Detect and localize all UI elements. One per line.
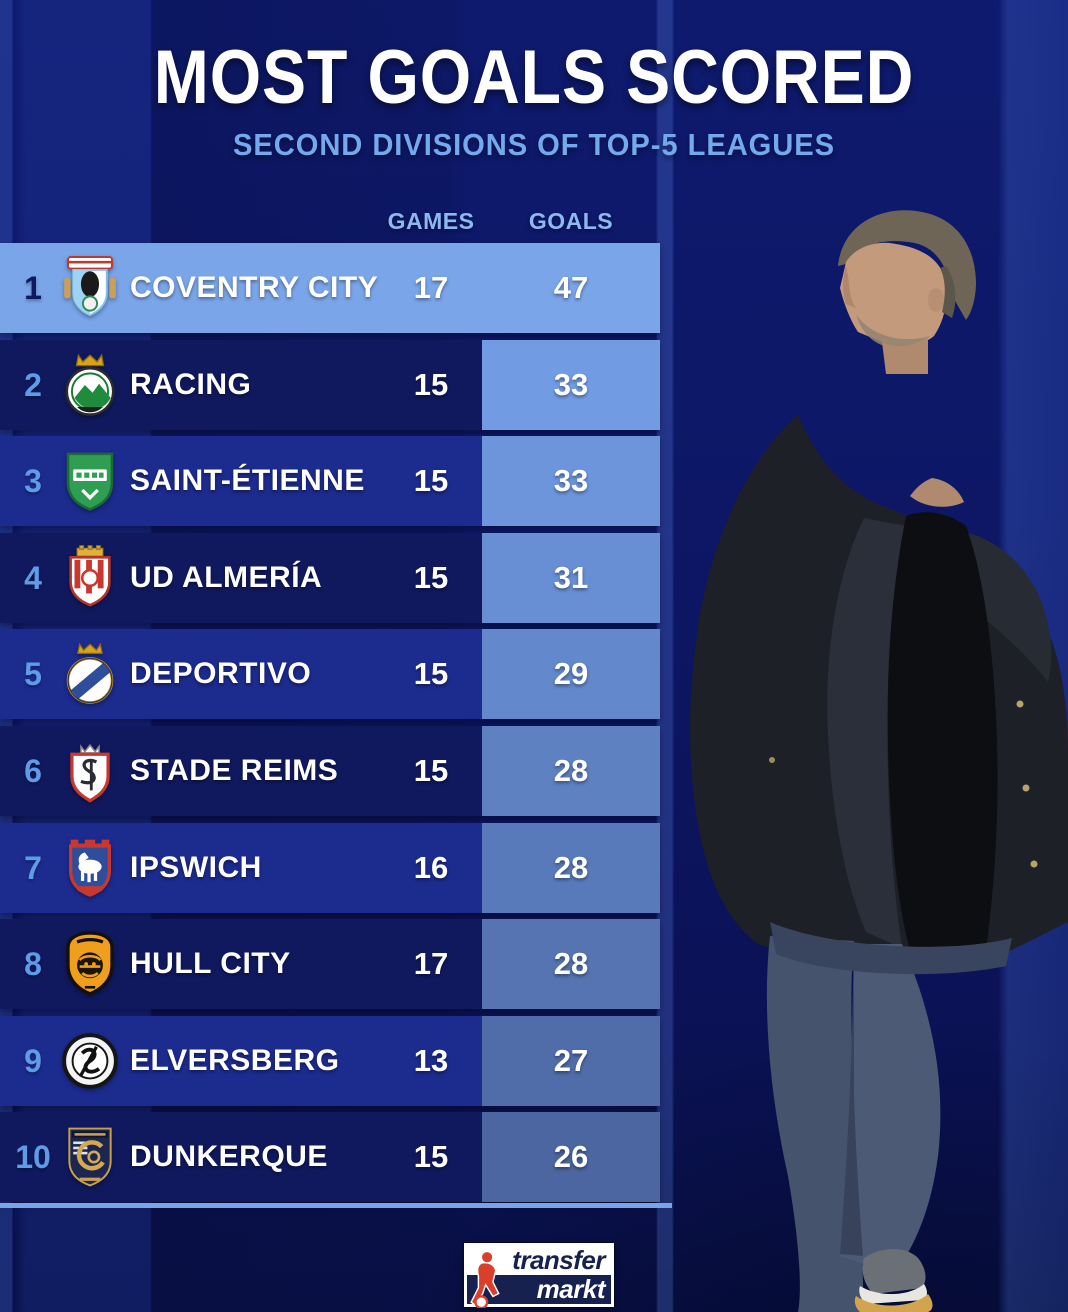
table-row: 6 STADE REIMS 15 28 xyxy=(0,726,660,816)
footballer-icon xyxy=(470,1250,500,1308)
rank-number: 3 xyxy=(24,462,42,499)
elversberg-badge xyxy=(56,1024,124,1098)
page-subtitle: SECOND DIVISIONS OF TOP-5 LEAGUES xyxy=(232,127,836,162)
table-row: 3 SAINT-ÉTIENNE 15 33 xyxy=(0,436,660,526)
table-row: 2 RACING 15 33 xyxy=(0,340,660,430)
logo-word-transfer: transfer xyxy=(512,1245,605,1275)
hull-city-badge xyxy=(56,927,124,1001)
table-row: 1 COVENTRY CITY 17 47 xyxy=(0,243,660,333)
rank-number: 6 xyxy=(24,752,42,789)
stade-reims-badge xyxy=(56,734,124,808)
rank-number: 8 xyxy=(24,945,42,982)
table-row: 4 UD ALMERÍA 15 31 xyxy=(0,533,660,623)
table-bottom-divider xyxy=(0,1203,672,1208)
column-header-games: GAMES xyxy=(387,208,475,234)
goals-cell xyxy=(482,436,660,526)
goals-value: 29 xyxy=(553,656,589,691)
club-name: HULL CITY xyxy=(130,947,291,980)
games-value: 16 xyxy=(413,850,449,885)
table-row: 9 ELVERSBERG 13 27 xyxy=(0,1016,660,1106)
logo-word-markt: markt xyxy=(536,1274,606,1304)
goals-cell xyxy=(482,1112,660,1202)
club-name: RACING xyxy=(130,368,252,401)
deportivo-badge xyxy=(56,637,124,711)
rank-number: 9 xyxy=(24,1042,42,1079)
goals-value: 26 xyxy=(553,1139,589,1174)
games-value: 15 xyxy=(413,753,449,788)
goals-value: 31 xyxy=(553,560,589,595)
goals-value: 33 xyxy=(553,367,589,402)
table-row: 5 DEPORTIVO 15 29 xyxy=(0,629,660,719)
rank-number: 5 xyxy=(24,655,42,692)
games-value: 15 xyxy=(413,463,449,498)
ipswich-badge xyxy=(56,831,124,905)
rank-number: 2 xyxy=(24,366,42,403)
goals-cell xyxy=(482,243,660,333)
games-value: 17 xyxy=(413,946,449,981)
goals-value: 47 xyxy=(553,270,589,305)
club-name: ELVERSBERG xyxy=(130,1044,340,1077)
person-photo xyxy=(690,210,1068,1312)
rank-number: 4 xyxy=(24,559,42,596)
racing-santander-badge xyxy=(56,348,124,422)
saint-etienne-badge xyxy=(56,444,124,518)
games-value: 15 xyxy=(413,656,449,691)
club-name: IPSWICH xyxy=(130,851,262,884)
goals-cell xyxy=(482,629,660,719)
games-value: 15 xyxy=(413,560,449,595)
table-row: 7 IPSWICH 16 28 xyxy=(0,823,660,913)
goals-cell xyxy=(482,1016,660,1106)
goals-cell xyxy=(482,823,660,913)
dunkerque-badge xyxy=(56,1120,124,1194)
goals-value: 28 xyxy=(553,946,589,981)
goals-cell xyxy=(482,726,660,816)
coventry-city-badge xyxy=(56,251,124,325)
goals-value: 28 xyxy=(553,753,589,788)
goals-value: 33 xyxy=(553,463,589,498)
club-name: UD ALMERÍA xyxy=(130,561,323,594)
games-value: 13 xyxy=(413,1043,449,1078)
goals-cell xyxy=(482,340,660,430)
club-name: COVENTRY CITY xyxy=(130,271,379,304)
goals-value: 28 xyxy=(553,850,589,885)
table-row: 10 DUNKERQUE 15 26 xyxy=(0,1112,660,1202)
ud-almeria-badge xyxy=(56,541,124,615)
page-title: MOST GOALS SCORED xyxy=(153,35,915,120)
table-row: 8 HULL CITY 17 28 xyxy=(0,919,660,1009)
goals-value: 27 xyxy=(553,1043,589,1078)
club-name: DUNKERQUE xyxy=(130,1140,328,1173)
column-header-goals: GOALS xyxy=(528,208,614,234)
transfermarkt-logo: transfer markt xyxy=(463,1242,615,1308)
games-value: 15 xyxy=(413,367,449,402)
goals-cell xyxy=(482,919,660,1009)
rank-number: 1 xyxy=(24,269,42,306)
rank-number: 7 xyxy=(24,849,42,886)
club-name: DEPORTIVO xyxy=(130,657,312,690)
games-value: 15 xyxy=(413,1139,449,1174)
club-name: STADE REIMS xyxy=(130,754,339,787)
games-value: 17 xyxy=(413,270,449,305)
goals-cell xyxy=(482,533,660,623)
rank-number: 10 xyxy=(15,1138,51,1175)
club-name: SAINT-ÉTIENNE xyxy=(130,464,365,497)
